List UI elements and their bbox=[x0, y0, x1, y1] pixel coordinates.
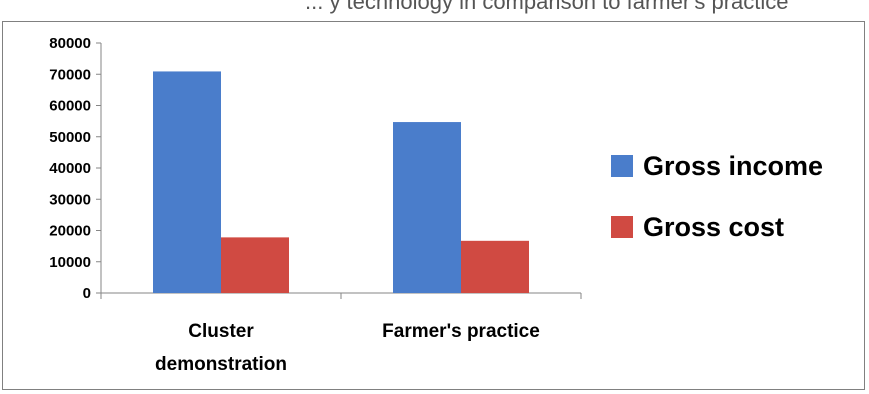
bar-chart: 0 10000 20000 30000 40000 50000 60000 70000 8000… bbox=[49, 35, 823, 375]
y-tick-label: 20000 bbox=[49, 223, 91, 240]
bar-gross-cost bbox=[221, 237, 289, 293]
caption-text: ... y technology in comparison to farmer… bbox=[305, 0, 789, 14]
figure-caption: ... y technology in comparison to farmer… bbox=[0, 0, 869, 20]
y-tick-label: 80000 bbox=[49, 35, 91, 52]
chart-area: 0 10000 20000 30000 40000 50000 60000 70000 8000… bbox=[2, 21, 865, 390]
bar-gross-cost bbox=[461, 240, 529, 293]
x-category-label: Farmer's practice bbox=[382, 321, 540, 342]
legend-label: Gross cost bbox=[643, 212, 784, 242]
bar-gross-income bbox=[153, 71, 221, 293]
legend-label: Gross income bbox=[643, 151, 823, 181]
y-tick-label: 10000 bbox=[49, 254, 91, 271]
y-tick-label: 60000 bbox=[49, 98, 91, 115]
x-category-label: Cluster bbox=[188, 321, 254, 342]
x-category-label: demonstration bbox=[155, 354, 287, 375]
y-tick-label: 30000 bbox=[49, 191, 91, 208]
legend-swatch bbox=[611, 216, 633, 238]
y-tick-label: 70000 bbox=[49, 66, 91, 83]
y-tick-label: 0 bbox=[83, 285, 91, 302]
bar-gross-income bbox=[393, 122, 461, 293]
legend-swatch bbox=[611, 155, 633, 177]
y-tick-label: 50000 bbox=[49, 129, 91, 146]
y-tick-label: 40000 bbox=[49, 160, 91, 177]
